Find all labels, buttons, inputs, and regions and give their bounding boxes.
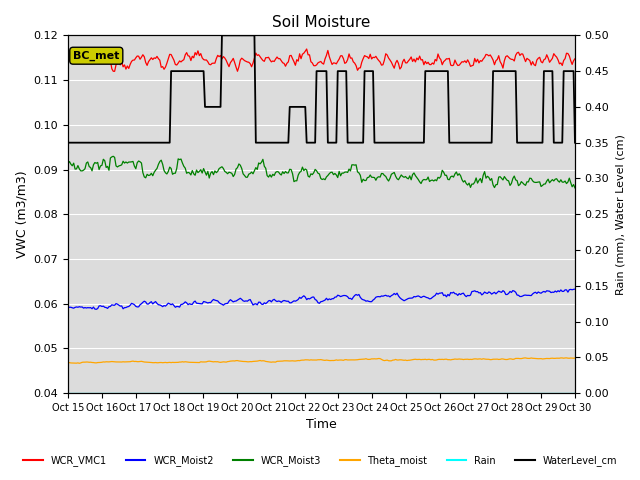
- WCR_VMC1: [287, 52, 295, 58]
- X-axis label: Time: Time: [306, 419, 337, 432]
- WCR_VMC1: [546, 60, 554, 65]
- WCR_Moist2: [92, 306, 100, 312]
- Y-axis label: Rain (mm), Water Level (cm): Rain (mm), Water Level (cm): [615, 134, 625, 295]
- Rain: [232, 390, 240, 396]
- WCR_Moist3: [234, 165, 241, 170]
- Line: WaterLevel_cm: WaterLevel_cm: [68, 36, 575, 143]
- Theta_moist: [563, 355, 570, 361]
- WCR_Moist2: [64, 305, 72, 311]
- Theta_moist: [64, 360, 72, 365]
- WaterLevel_cm: [544, 68, 552, 74]
- WCR_Moist2: [234, 297, 241, 303]
- Theta_moist: [571, 355, 579, 361]
- WCR_Moist3: [64, 161, 72, 167]
- WCR_VMC1: [234, 68, 241, 74]
- WCR_Moist2: [217, 301, 225, 307]
- WCR_Moist3: [109, 154, 117, 159]
- WCR_Moist2: [242, 298, 250, 304]
- WCR_VMC1: [111, 69, 118, 74]
- WaterLevel_cm: [215, 104, 223, 110]
- Text: BC_met: BC_met: [73, 50, 120, 61]
- WCR_Moist3: [544, 176, 552, 182]
- Theta_moist: [544, 356, 552, 361]
- WCR_Moist2: [544, 288, 552, 294]
- WaterLevel_cm: [218, 33, 226, 38]
- WCR_Moist3: [242, 174, 250, 180]
- WaterLevel_cm: [126, 140, 134, 145]
- Theta_moist: [234, 358, 241, 363]
- Line: WCR_Moist2: WCR_Moist2: [68, 289, 575, 309]
- Rain: [126, 390, 134, 396]
- WaterLevel_cm: [287, 104, 295, 110]
- WCR_Moist2: [287, 300, 295, 306]
- WaterLevel_cm: [64, 140, 72, 145]
- WaterLevel_cm: [571, 140, 579, 145]
- WCR_VMC1: [242, 59, 250, 64]
- Rain: [215, 390, 223, 396]
- Rain: [241, 390, 248, 396]
- WCR_VMC1: [303, 46, 310, 52]
- Rain: [286, 390, 294, 396]
- WCR_VMC1: [571, 56, 579, 61]
- WCR_VMC1: [128, 59, 136, 64]
- Y-axis label: VWC (m3/m3): VWC (m3/m3): [15, 170, 28, 258]
- WCR_Moist2: [571, 286, 579, 292]
- Rain: [543, 390, 550, 396]
- Rain: [571, 390, 579, 396]
- WCR_Moist3: [287, 167, 295, 172]
- WaterLevel_cm: [234, 33, 241, 38]
- WCR_VMC1: [64, 57, 72, 62]
- Theta_moist: [242, 359, 250, 364]
- WCR_Moist2: [128, 300, 136, 306]
- WaterLevel_cm: [242, 33, 250, 38]
- Theta_moist: [128, 359, 136, 364]
- Theta_moist: [76, 360, 83, 366]
- Rain: [64, 390, 72, 396]
- Line: WCR_VMC1: WCR_VMC1: [68, 49, 575, 72]
- Theta_moist: [217, 360, 225, 365]
- WCR_Moist3: [217, 165, 225, 170]
- Legend: WCR_VMC1, WCR_Moist2, WCR_Moist3, Theta_moist, Rain, WaterLevel_cm: WCR_VMC1, WCR_Moist2, WCR_Moist3, Theta_…: [19, 452, 621, 470]
- WCR_Moist3: [128, 159, 136, 165]
- Line: Theta_moist: Theta_moist: [68, 358, 575, 363]
- Theta_moist: [287, 358, 295, 364]
- WCR_Moist3: [571, 185, 579, 191]
- Title: Soil Moisture: Soil Moisture: [272, 15, 371, 30]
- Line: WCR_Moist3: WCR_Moist3: [68, 156, 575, 188]
- WCR_VMC1: [217, 53, 225, 59]
